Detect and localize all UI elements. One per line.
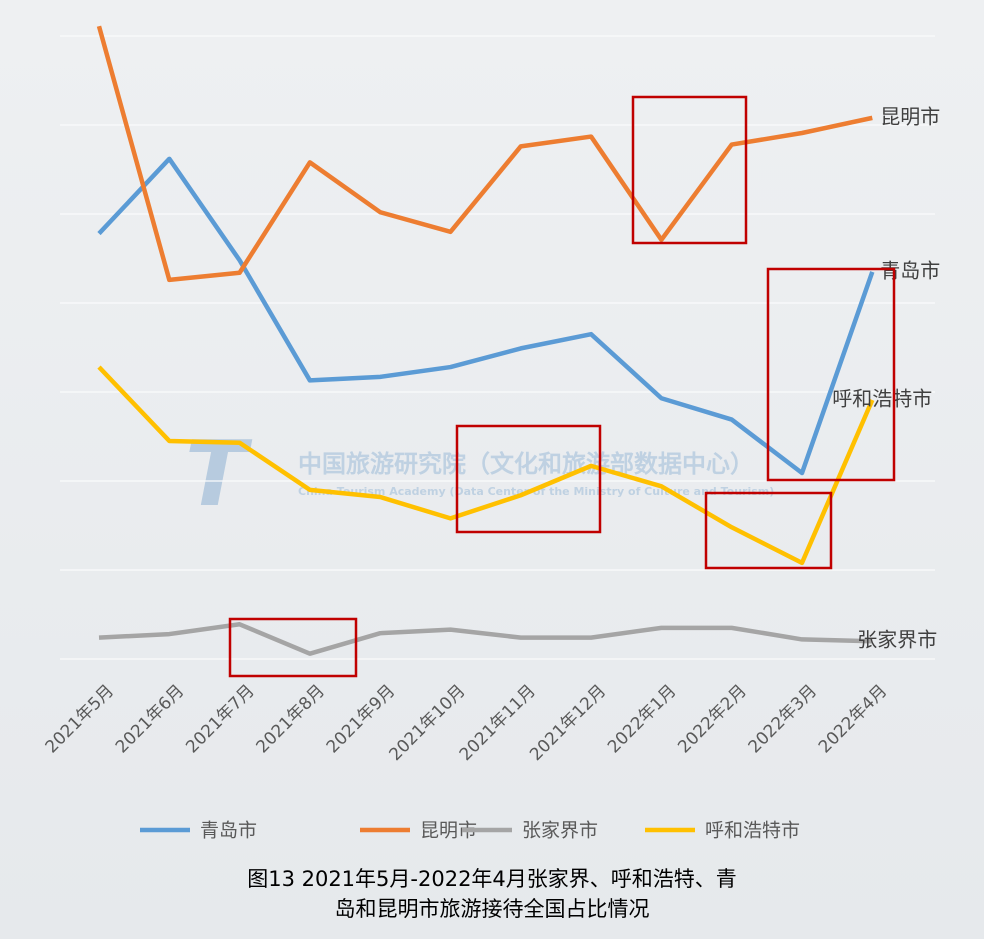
watermark-cn: 中国旅游研究院（文化和旅游部数据中心）	[298, 450, 754, 478]
series-end-label: 呼和浩特市	[832, 387, 932, 411]
legend-label: 呼和浩特市	[705, 820, 800, 842]
highlight-box	[704, 491, 833, 570]
x-tick-label: 2021年6月	[112, 681, 188, 757]
legend-label: 张家界市	[522, 820, 598, 842]
highlight-box	[455, 424, 602, 534]
series-line	[97, 365, 875, 566]
x-tick-label: 2021年7月	[182, 681, 258, 757]
x-tick-label: 2022年1月	[604, 681, 680, 757]
series-end-label: 昆明市	[880, 104, 940, 128]
x-tick-label: 2022年4月	[815, 681, 891, 757]
series-line	[97, 156, 875, 476]
x-tick-label: 2021年12月	[526, 681, 610, 765]
x-tick-label: 2022年2月	[674, 681, 750, 757]
watermark-en: China Tourism Academy (Data Center of th…	[298, 485, 774, 498]
highlight-box	[631, 95, 748, 245]
x-tick-label: 2022年3月	[745, 681, 821, 757]
legend-label: 青岛市	[200, 820, 257, 842]
series-end-label: 张家界市	[857, 628, 937, 652]
watermark-logo: T	[185, 422, 253, 527]
highlight-box	[766, 267, 896, 482]
caption: 岛和昆明市旅游接待全国占比情况	[335, 897, 650, 921]
highlight-box	[228, 617, 358, 678]
x-tick-label: 2021年9月	[323, 681, 399, 757]
watermark: 中国旅游研究院（文化和旅游部数据中心） China Tourism Academ…	[185, 422, 774, 527]
x-tick-label: 2021年5月	[42, 681, 118, 757]
legend-label: 昆明市	[420, 820, 477, 842]
series-line	[98, 622, 873, 656]
annotations	[228, 95, 896, 678]
caption: 图13 2021年5月-2022年4月张家界、呼和浩特、青	[247, 867, 737, 891]
x-tick-label: 2021年8月	[253, 681, 329, 757]
series-end-label: 青岛市	[880, 258, 940, 282]
series-line	[96, 25, 873, 283]
